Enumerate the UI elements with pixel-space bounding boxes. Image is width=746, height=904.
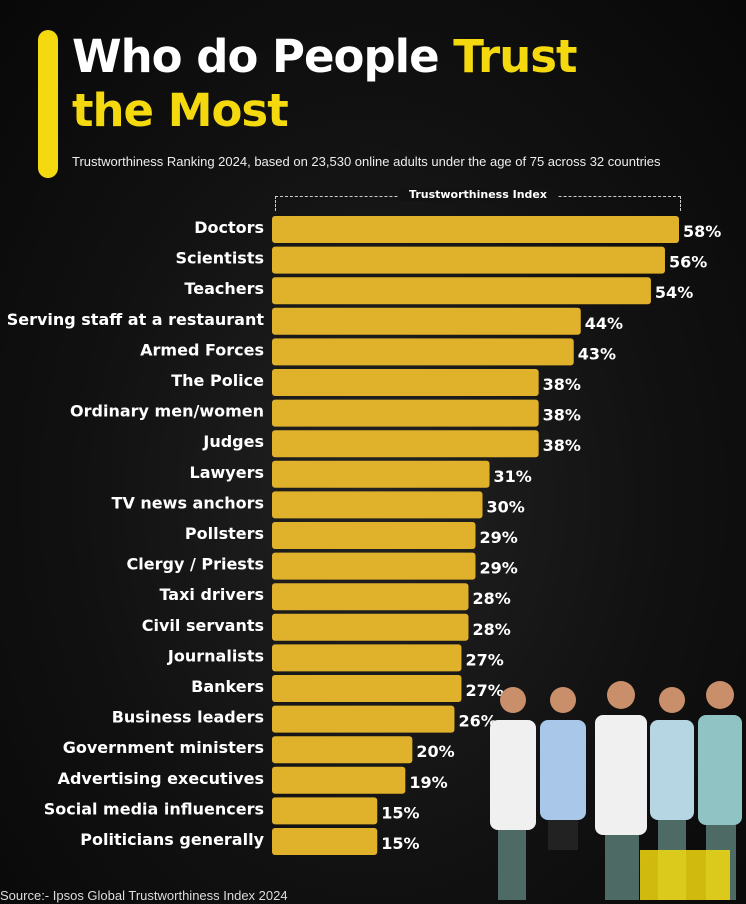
category-label: Scientists (175, 249, 264, 268)
category-label: Government ministers (63, 738, 264, 757)
title-highlight: Trust (453, 30, 577, 83)
value-label: 19% (409, 773, 447, 792)
value-label: 58% (683, 222, 721, 241)
bar (272, 216, 679, 243)
value-label: 28% (472, 620, 510, 639)
category-label: TV news anchors (112, 493, 264, 512)
value-label: 29% (480, 528, 518, 547)
bar (272, 552, 476, 580)
bar (272, 307, 581, 335)
page-title: Who do People Trust the Most (72, 30, 578, 138)
bar (272, 460, 490, 488)
category-label: Advertising executives (58, 769, 264, 788)
bar (272, 491, 483, 519)
bar (272, 766, 406, 794)
category-label: The Police (171, 371, 264, 390)
value-label: 27% (465, 681, 503, 700)
category-label: Civil servants (142, 616, 264, 635)
bar (272, 369, 539, 396)
value-label: 31% (494, 467, 532, 486)
category-label: Journalists (167, 646, 264, 665)
value-label: 15% (381, 803, 419, 822)
category-label: Bankers (191, 677, 264, 696)
bar (272, 736, 413, 764)
axis-bracket: Trustworthiness Index (275, 188, 681, 211)
bar (272, 828, 378, 855)
title-text: Who do People (72, 30, 454, 83)
category-label: Doctors (194, 218, 264, 237)
title-line2: the Most (72, 84, 289, 137)
bar (272, 797, 378, 825)
bar (272, 613, 469, 641)
category-label: Lawyers (190, 463, 264, 482)
subtitle: Trustworthiness Ranking 2024, based on 2… (72, 154, 661, 169)
category-label: Teachers (184, 279, 264, 298)
bar (272, 430, 539, 458)
bar (272, 522, 476, 549)
bar (272, 644, 462, 672)
value-label: 44% (585, 314, 623, 333)
value-label: 30% (487, 497, 525, 516)
category-label: Armed Forces (140, 340, 264, 359)
title-accent-bar (38, 30, 58, 178)
value-label: 15% (381, 834, 419, 853)
axis-label: Trustworthiness Index (399, 188, 557, 201)
value-label: 29% (480, 559, 518, 578)
bar (272, 246, 665, 274)
value-label: 28% (472, 589, 510, 608)
source-note: Source:- Ipsos Global Trustworthiness In… (0, 888, 288, 903)
doctors-illustration-icon (490, 681, 742, 900)
bar (272, 399, 539, 427)
bar (272, 338, 574, 366)
category-label: Social media influencers (44, 799, 264, 818)
value-label: 26% (458, 712, 496, 731)
category-label: Politicians generally (80, 830, 264, 849)
value-label: 56% (669, 253, 707, 272)
value-label: 20% (416, 742, 454, 761)
category-label: Taxi drivers (159, 585, 264, 604)
category-label: Pollsters (185, 524, 264, 543)
bar (272, 705, 455, 733)
value-label: 27% (465, 650, 503, 669)
category-label: Ordinary men/women (70, 402, 264, 421)
bar (272, 277, 651, 305)
bar (272, 675, 462, 702)
value-label: 38% (543, 436, 581, 455)
value-label: 54% (655, 283, 693, 302)
value-label: 38% (543, 406, 581, 425)
category-label: Business leaders (112, 708, 264, 727)
bar (272, 583, 469, 611)
value-label: 38% (543, 375, 581, 394)
value-label: 43% (578, 344, 616, 363)
category-label: Judges (202, 432, 264, 451)
category-label: Clergy / Priests (127, 555, 264, 574)
category-label: Serving staff at a restaurant (7, 310, 265, 329)
